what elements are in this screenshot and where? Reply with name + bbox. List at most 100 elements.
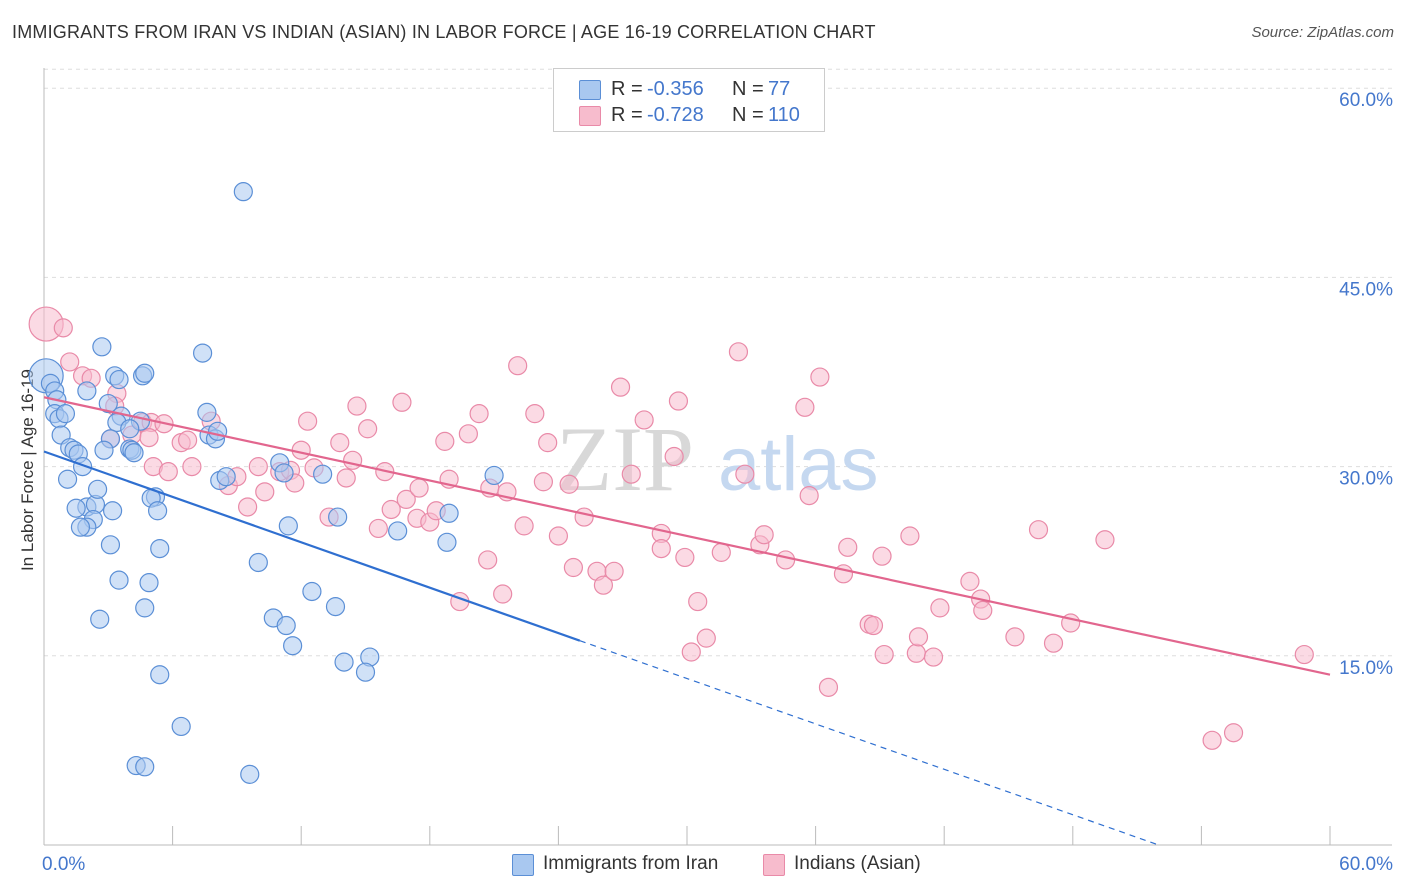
grid-layer xyxy=(44,68,1392,657)
data-point-iran xyxy=(150,538,170,559)
stats-row-pink: R = -0.728 N = 110 xyxy=(554,101,824,129)
data-point-indian xyxy=(559,474,579,494)
data-point-indian xyxy=(538,433,558,453)
data-point-indian xyxy=(874,644,894,665)
data-point-indian xyxy=(818,677,839,697)
data-point-iran xyxy=(171,716,191,737)
data-point-iran xyxy=(437,532,457,552)
data-point-iran xyxy=(92,337,112,357)
r-label: R = xyxy=(611,78,643,100)
data-point-iran xyxy=(302,581,322,602)
data-point-iran xyxy=(233,182,253,202)
data-point-indian xyxy=(298,411,318,431)
watermark-atlas: atlas xyxy=(718,422,879,507)
legend-swatch-pink xyxy=(763,854,785,876)
data-point-iran xyxy=(325,597,346,617)
data-point-iran xyxy=(388,521,408,541)
data-point-indian xyxy=(291,440,311,460)
data-point-indian xyxy=(248,457,268,477)
data-point-indian xyxy=(675,547,695,568)
y-tick-label: 15.0% xyxy=(1339,658,1393,679)
data-point-indian xyxy=(392,392,412,412)
data-point-iran xyxy=(193,343,213,363)
data-point-iran xyxy=(109,570,129,590)
data-point-indian xyxy=(533,472,553,492)
data-point-indian xyxy=(728,342,749,362)
data-point-indian xyxy=(610,377,631,397)
data-point-indian xyxy=(158,462,178,482)
data-point-iran xyxy=(94,440,114,460)
data-point-iran xyxy=(197,402,217,422)
trendline-indian xyxy=(43,396,1331,676)
data-point-iran xyxy=(276,615,296,636)
blue-swatch xyxy=(579,80,601,100)
pink-points xyxy=(28,306,1314,750)
n-value-pink: 110 xyxy=(768,104,800,126)
data-point-indian xyxy=(238,497,258,517)
data-point-indian xyxy=(795,397,815,417)
data-point-iran xyxy=(150,665,170,685)
tick-labels: 15.0% 30.0% 45.0% 60.0% 0.0% 60.0% xyxy=(42,90,1393,875)
data-point-indian xyxy=(396,489,416,510)
data-point-indian xyxy=(799,486,819,506)
data-point-indian xyxy=(178,430,198,450)
data-point-indian xyxy=(900,526,920,546)
y-tick-label: 30.0% xyxy=(1339,469,1393,490)
stats-row-blue: R = -0.356 N = 77 xyxy=(554,75,824,103)
watermark: ZIP atlas xyxy=(556,408,879,510)
data-point-iran xyxy=(274,463,294,483)
data-point-indian xyxy=(1028,520,1049,540)
data-point-indian xyxy=(696,628,716,648)
data-point-indian xyxy=(688,591,708,612)
data-point-iran xyxy=(248,552,268,573)
data-point-indian xyxy=(923,647,944,667)
data-point-indian xyxy=(973,600,993,621)
data-point-iran xyxy=(98,393,118,414)
data-point-indian xyxy=(872,546,892,566)
data-point-iran xyxy=(484,465,504,486)
data-point-indian xyxy=(1202,730,1222,750)
data-point-iran xyxy=(55,404,76,424)
data-point-indian xyxy=(508,356,528,376)
data-point-indian xyxy=(1223,723,1244,743)
data-point-iran xyxy=(120,419,140,439)
data-point-indian xyxy=(621,464,641,484)
data-point-indian xyxy=(1043,633,1064,653)
data-point-indian xyxy=(548,526,569,546)
data-point-iran xyxy=(135,757,155,777)
data-point-indian xyxy=(469,404,489,424)
data-point-iran xyxy=(208,421,228,441)
data-point-indian xyxy=(435,431,455,451)
data-point-indian xyxy=(381,499,401,520)
data-point-indian xyxy=(255,482,275,502)
n-label: N = xyxy=(732,104,764,126)
x-tick-label-max: 60.0% xyxy=(1339,854,1393,875)
data-point-indian xyxy=(343,450,363,470)
data-point-indian xyxy=(368,518,388,539)
n-label: N = xyxy=(732,78,764,100)
data-point-iran xyxy=(109,369,129,390)
data-point-indian xyxy=(1294,644,1314,665)
trendline-iran-extension xyxy=(579,640,1159,846)
trend-layer xyxy=(43,396,1331,846)
data-point-indian xyxy=(1095,530,1115,550)
data-point-indian xyxy=(525,404,545,424)
data-point-indian xyxy=(182,457,202,477)
data-point-indian xyxy=(53,318,73,338)
stats-box: R = -0.356 N = 77 R = -0.728 N = 110 xyxy=(553,68,825,132)
y-tick-label: 60.0% xyxy=(1339,90,1393,111)
data-point-indian xyxy=(838,537,858,557)
x-tick-label-min: 0.0% xyxy=(42,854,85,875)
data-point-iran xyxy=(90,609,110,629)
r-value-pink: -0.728 xyxy=(647,104,704,126)
data-point-indian xyxy=(336,468,356,488)
data-point-iran xyxy=(278,516,298,536)
data-point-indian xyxy=(458,424,478,444)
data-point-indian xyxy=(139,428,159,448)
data-point-iran xyxy=(70,517,91,537)
data-point-indian xyxy=(735,464,755,484)
data-point-indian xyxy=(409,478,429,498)
data-point-indian xyxy=(775,550,796,570)
data-point-indian xyxy=(574,507,594,527)
